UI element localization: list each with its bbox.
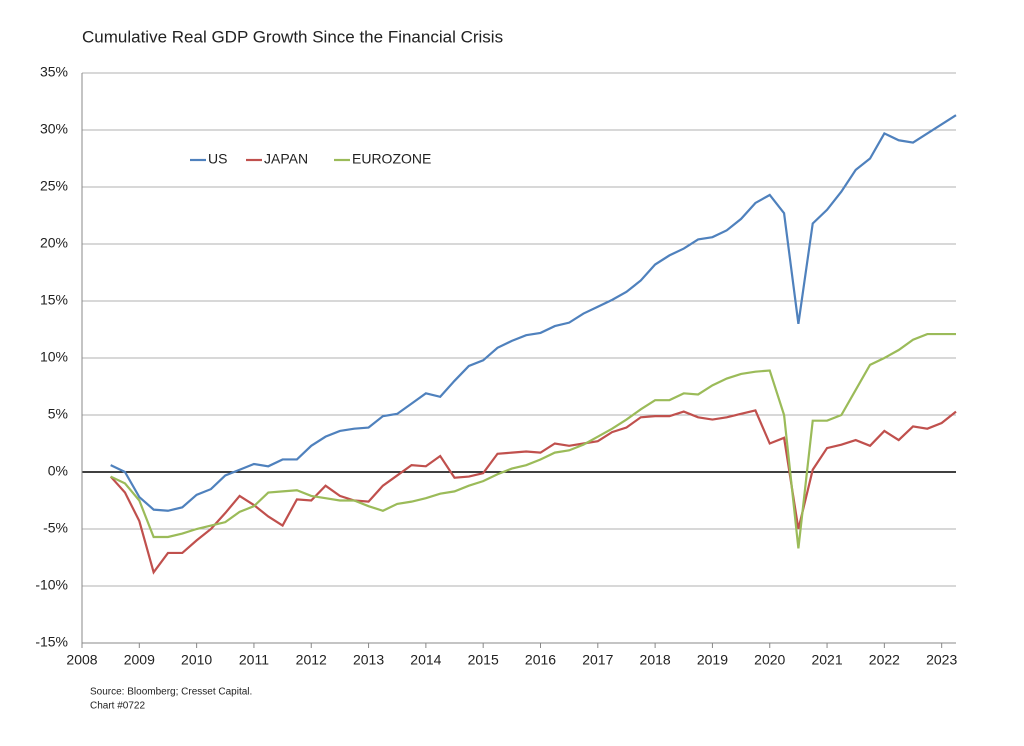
y-tick-label: 5% (48, 406, 68, 422)
x-tick-label: 2023 (926, 652, 957, 668)
x-tick-label: 2011 (239, 652, 269, 668)
chart-id: Chart #0722 (90, 701, 145, 712)
y-tick-label: 0% (48, 463, 68, 479)
y-tick-label: -10% (35, 577, 68, 593)
series-line (110, 114, 957, 512)
series-line (109, 409, 957, 575)
x-tick-label: 2020 (754, 652, 785, 668)
x-tick-label: 2016 (525, 652, 556, 668)
y-tick-label: 20% (40, 235, 68, 251)
y-tick-label: -15% (35, 634, 68, 650)
legend-label: EUROZONE (352, 151, 431, 167)
x-tick-label: 2008 (66, 652, 97, 668)
chart-title: Cumulative Real GDP Growth Since the Fin… (82, 27, 503, 46)
legend-box (183, 144, 438, 184)
x-tick-label: 2019 (697, 652, 728, 668)
legend-label: JAPAN (264, 151, 308, 167)
x-tick-label: 2014 (410, 652, 441, 668)
series-line (110, 332, 956, 549)
x-tick-label: 2015 (468, 652, 499, 668)
x-tick-label: 2010 (181, 652, 212, 668)
y-tick-label: 35% (40, 64, 68, 80)
x-tick-label: 2012 (296, 652, 327, 668)
source-note: Source: Bloomberg; Cresset Capital. (90, 687, 252, 698)
x-tick-label: 2022 (869, 652, 900, 668)
x-tick-label: 2021 (811, 652, 842, 668)
y-tick-label: 25% (40, 178, 68, 194)
y-tick-label: -5% (43, 520, 68, 536)
x-tick-label: 2013 (353, 652, 384, 668)
y-tick-label: 10% (40, 349, 68, 365)
x-tick-label: 2018 (640, 652, 671, 668)
x-tick-label: 2009 (124, 652, 155, 668)
x-tick-label: 2017 (582, 652, 613, 668)
y-tick-label: 30% (40, 121, 68, 137)
legend-label: US (208, 151, 227, 167)
y-tick-label: 15% (40, 292, 68, 308)
